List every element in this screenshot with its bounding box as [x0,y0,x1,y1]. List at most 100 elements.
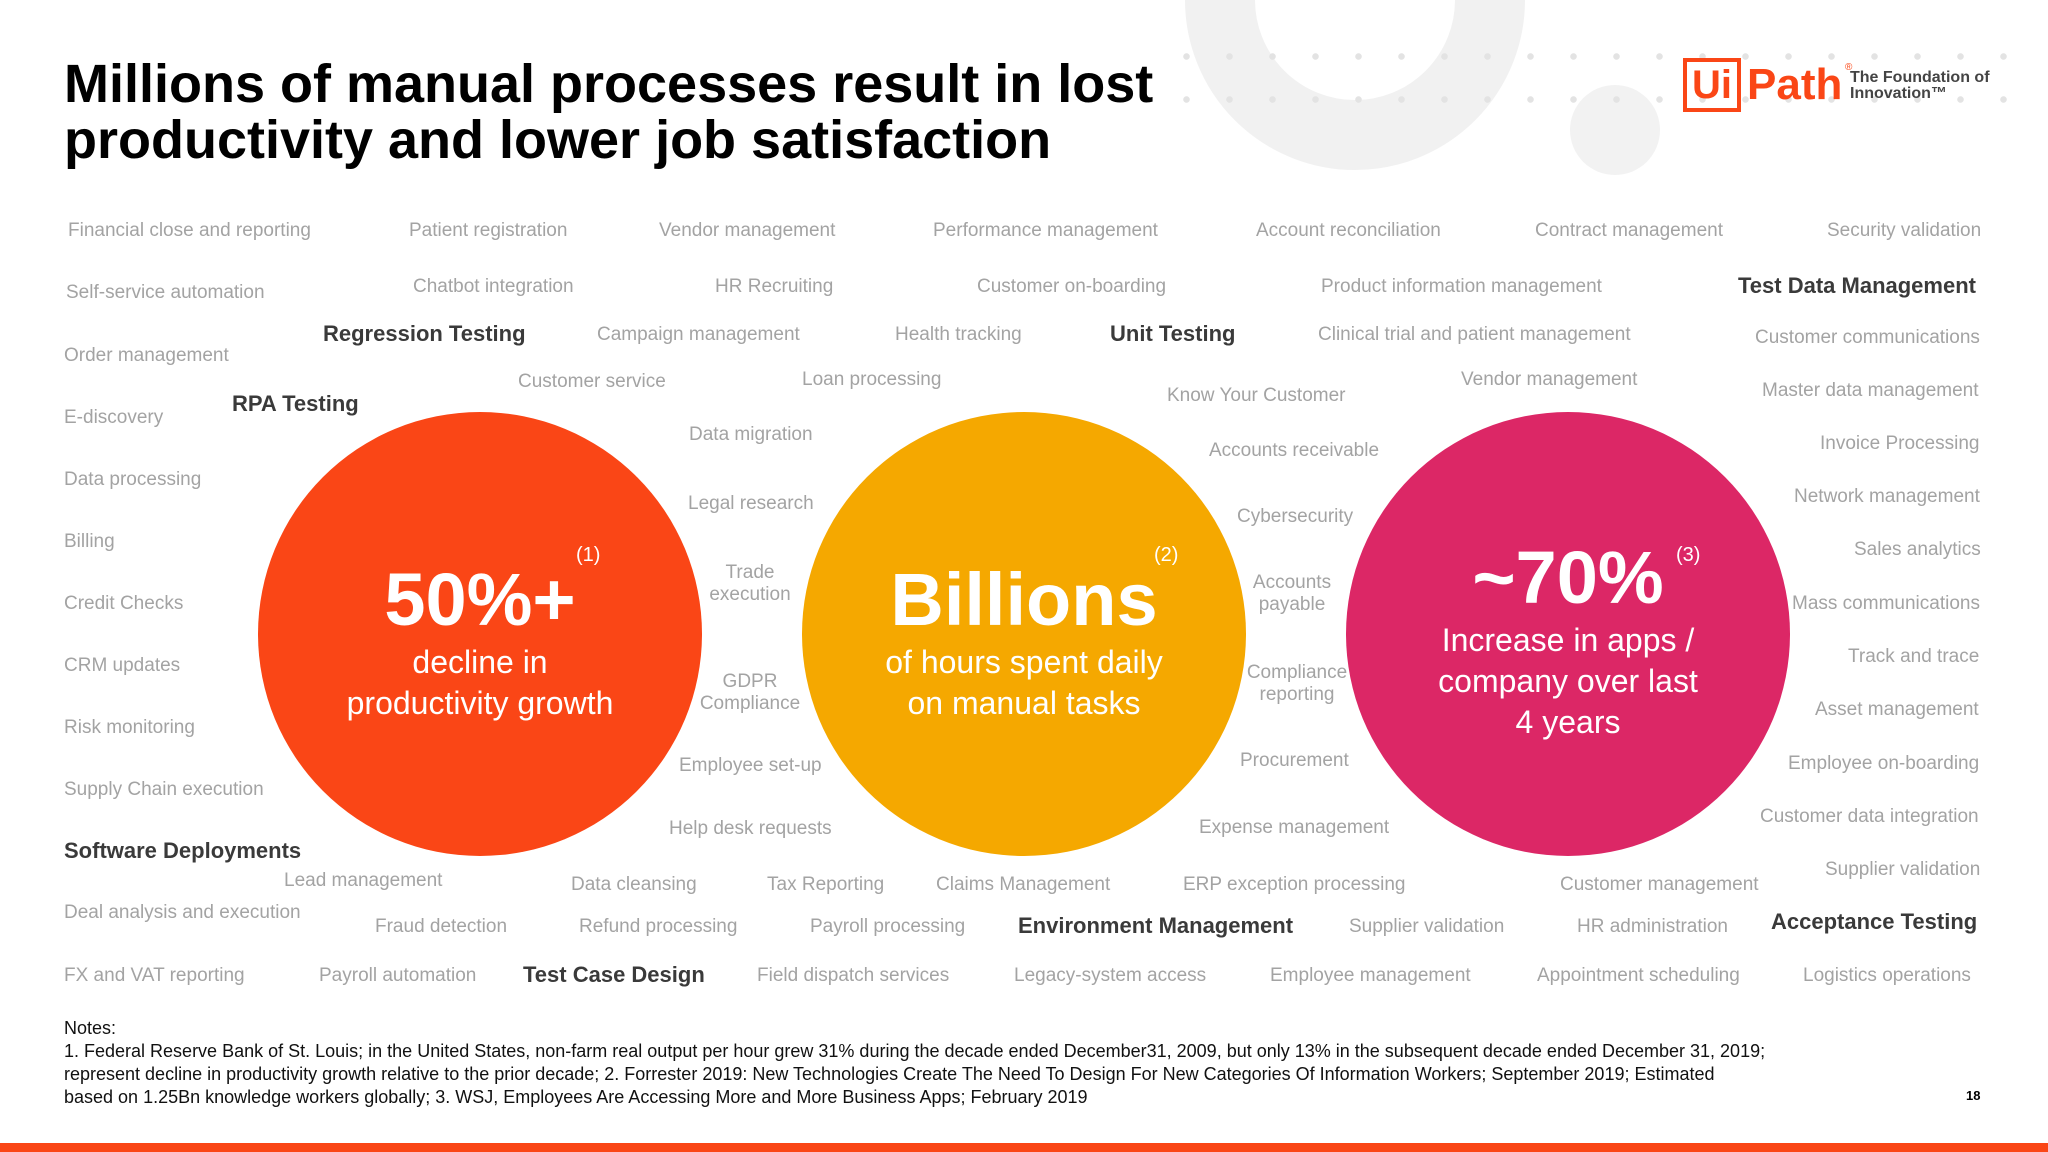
process-label: Contract management [1535,220,1723,241]
process-label: Vendor management [1461,369,1638,390]
decorative-dot-grid [1165,35,2025,135]
process-label-highlight: Test Case Design [523,962,705,987]
bottom-accent-bar [0,1143,2048,1152]
notes-line: 1. Federal Reserve Bank of St. Louis; in… [64,1041,1766,1061]
page-number: 18 [1966,1088,1981,1103]
process-label: Customer management [1560,874,1759,895]
process-label: Logistics operations [1803,965,1971,986]
process-label: Order management [64,345,229,366]
stat-caption-line: decline in [412,644,548,680]
process-label: Trade execution [709,562,791,605]
process-label: Credit Checks [64,593,184,614]
process-label: Mass communications [1792,593,1980,614]
notes-line: based on 1.25Bn knowledge workers global… [64,1087,1088,1107]
process-label: Self-service automation [66,282,265,303]
process-label: Financial close and reporting [68,220,311,241]
process-label: Payroll automation [319,965,477,986]
process-label: Appointment scheduling [1537,965,1740,986]
stat-circle-productivity: 50%+ (1) decline in productivity growth [258,412,702,856]
stat-caption-line: company over last [1438,663,1698,699]
process-label-highlight: Regression Testing [323,321,526,346]
process-label: Master data management [1762,380,1979,401]
process-label: Supplier validation [1825,859,1981,880]
logo-mark: Ui [1683,58,1741,112]
logo-tagline: The Foundation of Innovation™ [1850,69,1990,102]
notes-line: represent decline in productivity growth… [64,1064,1715,1084]
stat-value: ~70% [1472,536,1664,619]
process-label: Cybersecurity [1237,506,1354,527]
process-label: ERP exception processing [1183,874,1406,895]
stat-footnote-ref: (1) [576,544,601,566]
process-label: Account reconciliation [1256,220,1441,241]
process-label: Supplier validation [1349,916,1505,937]
process-label-highlight: Test Data Management [1738,273,1976,298]
stat-value: Billions [890,558,1158,641]
process-label: Know Your Customer [1167,385,1346,406]
process-label: Lead management [284,870,443,891]
process-label: Risk monitoring [64,717,195,738]
process-label: Vendor management [659,220,836,241]
stat-footnote-ref: (3) [1676,544,1701,566]
process-label: Asset management [1815,699,1979,720]
process-label: Supply Chain execution [64,779,264,800]
process-label: HR administration [1577,916,1728,937]
process-label: Sales analytics [1854,539,1981,560]
process-label: Expense management [1199,817,1390,838]
process-label: Campaign management [597,324,800,345]
process-label: HR Recruiting [715,276,834,297]
process-label: Customer communications [1755,327,1980,348]
process-label-highlight: Software Deployments [64,838,302,863]
process-label: Employee on-boarding [1788,753,1980,774]
process-label: Accounts receivable [1209,440,1380,461]
process-label: Clinical trial and patient management [1318,324,1631,345]
process-label: Accounts payable [1252,572,1332,615]
process-label: E-discovery [64,407,164,428]
logo-wordmark: Path [1747,60,1843,109]
process-label: Product information management [1321,276,1602,297]
process-label: Data cleansing [571,874,697,895]
process-label: Tax Reporting [767,874,885,895]
process-label: Compliance reporting [1246,662,1348,705]
process-label: Customer data integration [1760,806,1979,827]
process-label-highlight: Unit Testing [1110,321,1236,346]
stat-value: 50%+ [384,558,576,641]
process-label: Track and trace [1848,646,1980,667]
process-label: Invoice Processing [1820,433,1980,454]
process-label: Loan processing [802,369,942,390]
stat-caption-line: of hours spent daily [885,644,1163,680]
stat-footnote-ref: (2) [1154,544,1179,566]
process-label: Procurement [1240,750,1349,771]
stat-caption-line: on manual tasks [907,685,1141,721]
stat-caption-line: 4 years [1515,704,1621,740]
slide-title: Millions of manual processes result in l… [64,54,1154,170]
process-label: Payroll processing [810,916,966,937]
process-label: Deal analysis and execution [64,902,301,923]
process-label: Billing [64,531,115,552]
process-label: Performance management [933,220,1158,241]
process-label-highlight: RPA Testing [232,391,359,416]
process-label: Security validation [1827,220,1982,241]
process-label: Patient registration [409,220,568,241]
stat-circle-apps: ~70% (3) Increase in apps / company over… [1346,412,1790,856]
process-label: Fraud detection [375,916,508,937]
notes-heading: Notes: [64,1018,117,1038]
process-label: Legacy-system access [1014,965,1207,986]
process-label: Customer service [518,371,666,392]
process-label: Claims Management [936,874,1111,895]
process-label: FX and VAT reporting [64,965,245,986]
process-label: Data processing [64,469,202,490]
process-label: Field dispatch services [757,965,950,986]
process-label: Chatbot integration [413,276,574,297]
process-label: Data migration [689,424,813,445]
logo-registered-mark: ® [1845,62,1853,73]
process-label: CRM updates [64,655,181,676]
stat-circle-hours: Billions (2) of hours spent daily on man… [802,412,1246,856]
process-label: Employee set-up [679,755,822,776]
process-label: Network management [1794,486,1980,507]
stat-caption-line: Increase in apps / [1441,622,1695,658]
process-label-highlight: Acceptance Testing [1771,909,1978,934]
process-label: GDPR Compliance [699,671,801,714]
footnotes: Notes: 1. Federal Reserve Bank of St. Lo… [64,1017,1964,1109]
process-label-highlight: Environment Management [1018,913,1294,938]
process-label: Refund processing [579,916,738,937]
